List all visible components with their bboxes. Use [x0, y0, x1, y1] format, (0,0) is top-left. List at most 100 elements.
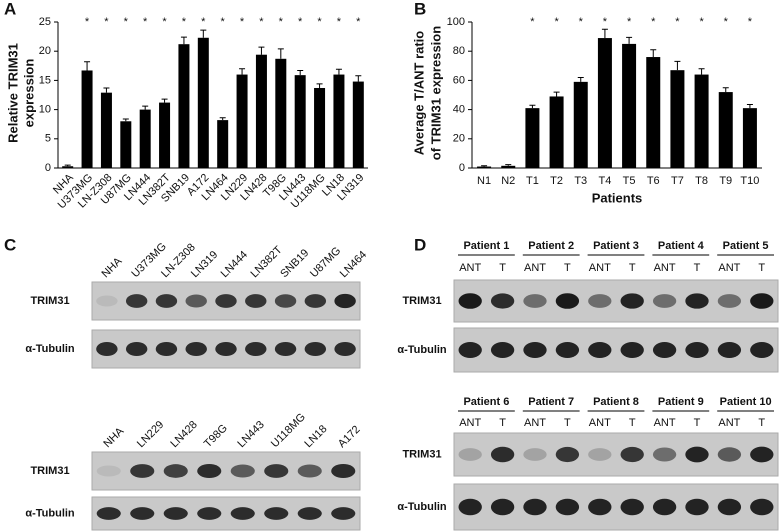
lane-label: ANT: [654, 262, 676, 274]
patient-label: Patient 3: [593, 240, 639, 252]
bar: [255, 54, 267, 169]
error-bar: [481, 165, 488, 167]
band: [555, 498, 580, 516]
band: [245, 294, 267, 308]
lane-label: ANT: [718, 417, 740, 429]
y-tick-label: 25: [39, 16, 51, 28]
lane-label: ANT: [654, 417, 676, 429]
lane-label: LN229: [135, 419, 166, 450]
patient-label: Patient 9: [658, 396, 704, 408]
band: [96, 341, 118, 357]
patient-label: Patient 10: [720, 396, 772, 408]
y-axis-label: of TRIM31 expression: [428, 26, 443, 160]
band: [555, 342, 580, 358]
significance-marker: *: [240, 16, 245, 28]
row-label: α-Tubulin: [25, 507, 75, 519]
lane-label: LN444: [219, 249, 250, 280]
lane-label: U118MG: [269, 411, 308, 450]
y-tick-label: 40: [453, 104, 465, 116]
band: [458, 342, 482, 358]
y-axis-label: Relative TRIM31: [5, 43, 20, 143]
y-tick-label: 0: [45, 162, 51, 174]
x-tick-label: T5: [623, 175, 636, 187]
band: [274, 341, 297, 357]
significance-marker: *: [259, 16, 264, 28]
band: [652, 294, 677, 308]
band: [297, 507, 322, 520]
band: [620, 293, 644, 309]
significance-marker: *: [530, 16, 535, 28]
y-tick-label: 0: [459, 162, 465, 174]
significance-marker: *: [724, 16, 729, 28]
band: [490, 498, 515, 516]
patient-label: Patient 5: [723, 240, 769, 252]
band: [620, 446, 644, 463]
bar: [120, 121, 132, 168]
lane-label: T: [499, 417, 506, 429]
bar: [525, 108, 540, 168]
significance-marker: *: [748, 16, 753, 28]
band: [717, 498, 742, 516]
y-axis-label: Average T/ANT ratio: [411, 31, 426, 156]
error-bar: [142, 105, 149, 110]
band: [652, 498, 677, 516]
y-tick-label: 15: [39, 74, 51, 86]
significance-marker: *: [699, 16, 704, 28]
band: [215, 294, 237, 308]
patient-label: Patient 4: [658, 240, 705, 252]
error-bar: [219, 117, 226, 121]
significance-marker: *: [603, 16, 608, 28]
row-label: α-Tubulin: [397, 344, 447, 356]
band: [185, 341, 207, 357]
bar: [197, 37, 209, 168]
band: [750, 342, 774, 358]
x-tick-label: T10: [740, 175, 759, 187]
band: [750, 446, 774, 463]
significance-marker: *: [279, 16, 284, 28]
band: [620, 498, 644, 516]
significance-marker: *: [675, 16, 680, 28]
lane-label: ANT: [524, 417, 546, 429]
lane-label: NHA: [100, 255, 125, 280]
bar: [501, 165, 516, 168]
error-bar: [626, 36, 633, 44]
band: [130, 507, 155, 520]
band: [458, 448, 482, 461]
row-label: TRIM31: [402, 448, 441, 460]
bar: [694, 74, 709, 168]
y-tick-label: 100: [447, 16, 465, 28]
y-tick-label: 80: [453, 45, 465, 57]
band: [163, 507, 188, 520]
band: [490, 293, 515, 309]
bar: [670, 70, 685, 168]
panel-label: B: [414, 0, 426, 18]
panel-label: A: [4, 0, 16, 18]
error-bar: [355, 75, 362, 82]
lane-label: LN428: [168, 419, 199, 450]
band: [685, 342, 709, 358]
panel-label: D: [414, 235, 426, 254]
band: [490, 342, 515, 358]
band: [155, 294, 178, 308]
band: [717, 294, 742, 308]
x-tick-label: T9: [719, 175, 732, 187]
error-bar: [277, 48, 284, 59]
error-bar: [601, 28, 608, 39]
patient-label: Patient 6: [463, 396, 509, 408]
band: [230, 464, 255, 478]
bar: [352, 81, 364, 168]
x-tick-label: N1: [477, 175, 491, 187]
error-bar: [746, 103, 753, 109]
bar: [549, 96, 564, 168]
lane-label: ANT: [459, 262, 481, 274]
y-tick-label: 20: [453, 133, 465, 145]
significance-marker: *: [579, 16, 584, 28]
band: [163, 464, 188, 478]
significance-marker: *: [221, 16, 226, 28]
significance-marker: *: [201, 16, 206, 28]
error-bar: [316, 83, 323, 88]
band: [197, 463, 222, 479]
band: [331, 507, 356, 520]
band: [331, 463, 356, 479]
band: [523, 448, 547, 461]
